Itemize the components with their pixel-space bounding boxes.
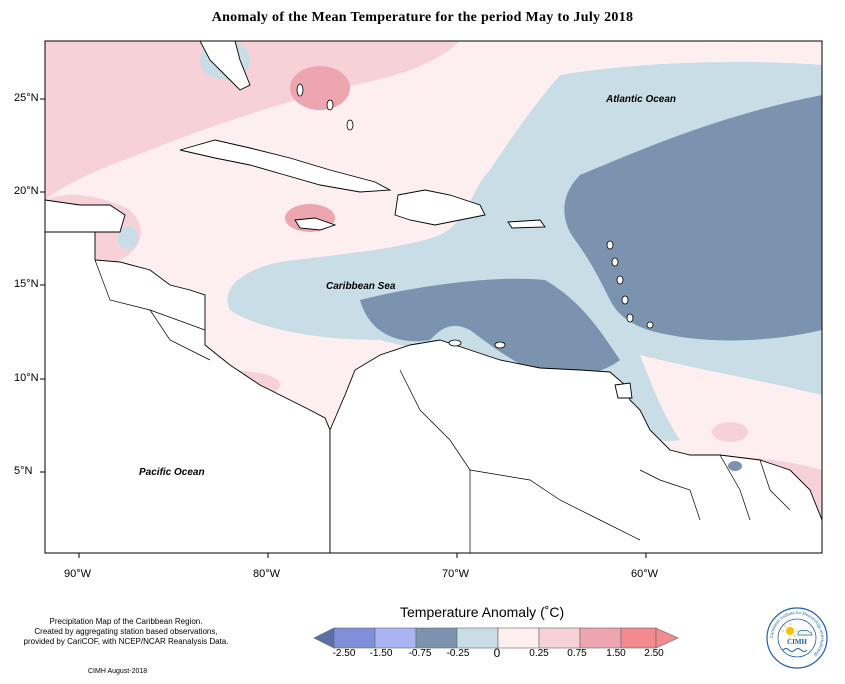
trinidad — [614, 382, 633, 399]
sun-icon — [782, 623, 798, 639]
legend-tick-label: 2.50 — [644, 648, 664, 659]
credits-block: Precipitation Map of the Caribbean Regio… — [6, 617, 246, 647]
weak-cool-belize — [118, 226, 138, 250]
legend-segment — [497, 627, 540, 649]
ocean-label-pacific: Pacific Ocean — [139, 467, 205, 478]
land-masses — [45, 41, 822, 553]
south-america — [329, 339, 822, 553]
cool-spot-guiana — [728, 461, 742, 471]
lat-label-25: 25°N — [14, 92, 39, 104]
map-title: Anomaly of the Mean Temperature for the … — [211, 10, 634, 25]
cloud-icon — [797, 629, 813, 636]
jamaica — [294, 217, 337, 231]
legend-segment — [579, 627, 622, 649]
puerto-rico — [507, 219, 546, 229]
lon-label-60: 60°W — [631, 568, 659, 580]
logo-text: CIMH — [787, 638, 807, 646]
legend-title: Temperature Anomaly (˚C) — [400, 604, 565, 620]
ocean-label-atlantic: Atlantic Ocean — [606, 94, 677, 105]
legend-segment-min — [313, 627, 335, 649]
legend-segment — [333, 627, 376, 649]
credits-footer: CIMH August-2018 — [88, 668, 148, 675]
map-frame — [44, 40, 823, 554]
lon-label-90: 90°W — [64, 568, 92, 580]
legend-segment-max — [655, 627, 679, 649]
legend-segment — [538, 627, 581, 649]
florida — [199, 41, 251, 91]
lesser-antilles-islands — [296, 83, 654, 349]
strong-cool-region — [564, 95, 822, 341]
legend-segment — [374, 627, 417, 649]
wave-icon — [782, 648, 808, 652]
legend-tick-label: 0.75 — [567, 648, 587, 659]
legend-tick-label: 0.25 — [529, 648, 549, 659]
warm-patch-lesser-antilles — [712, 422, 748, 442]
axis-ticks — [40, 98, 647, 558]
lat-label-5: 5°N — [14, 465, 33, 477]
legend-colorbar — [313, 627, 679, 649]
yucatan — [45, 199, 126, 233]
legend-segment — [456, 627, 499, 649]
legend-tick-label: -1.50 — [369, 648, 393, 659]
hispaniola — [394, 189, 486, 226]
cimh-logo: Caribbean Institute for Meteorology and … — [766, 607, 828, 669]
lat-label-10: 10°N — [14, 372, 39, 384]
credits-line-3: provided by CariCOF, with NCEP/NCAR Rean… — [23, 637, 229, 646]
legend-tick-label: 1.50 — [606, 648, 626, 659]
warm-patch-bahamas — [290, 66, 350, 110]
cuba — [179, 139, 392, 193]
lat-label-20: 20°N — [14, 185, 39, 197]
lat-label-15: 15°N — [14, 278, 39, 290]
legend-segment — [620, 627, 657, 649]
legend-tick-label: -0.75 — [408, 648, 432, 659]
credits-line-1: Precipitation Map of the Caribbean Regio… — [49, 617, 203, 626]
warm-patch-north — [45, 41, 460, 200]
legend-tick-label: -2.50 — [332, 648, 356, 659]
credits-line-2: Created by aggregating station based obs… — [34, 627, 218, 636]
lon-label-80: 80°W — [253, 568, 281, 580]
legend-segment — [415, 627, 458, 649]
ocean-label-caribbean: Caribbean Sea — [326, 281, 396, 292]
lon-label-70: 70°W — [442, 568, 470, 580]
legend-tick-label: -0.25 — [446, 648, 470, 659]
strong-cool-caribbean — [360, 278, 620, 377]
legend-tick-label: 0 — [493, 646, 501, 660]
country-borders — [94, 259, 791, 553]
